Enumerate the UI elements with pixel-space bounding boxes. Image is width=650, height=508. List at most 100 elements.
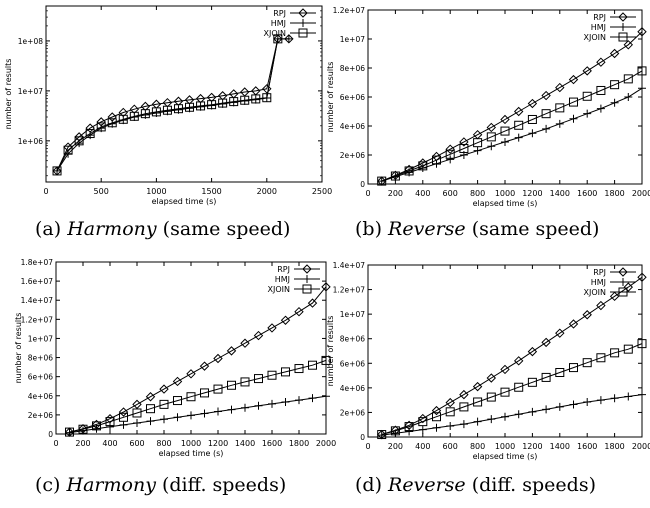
data-point [514, 133, 523, 142]
x-tick-label: 1000 [146, 187, 166, 196]
data-point [241, 403, 249, 412]
caption-b-detail: (same speed) [471, 218, 600, 240]
x-tick-label: 1200 [208, 439, 228, 448]
data-point [582, 310, 592, 320]
data-point [623, 282, 634, 292]
data-point [569, 363, 578, 373]
data-point [431, 405, 442, 416]
data-point [262, 93, 272, 103]
y-tick-label: 8e+06 [340, 64, 365, 73]
data-point [445, 149, 455, 159]
legend-label: XJOIN [584, 288, 606, 297]
series-line [381, 70, 643, 182]
x-tick-label: 800 [156, 439, 171, 448]
data-point [199, 361, 210, 371]
x-tick-label: 600 [443, 442, 458, 451]
data-point [541, 337, 551, 348]
data-point [214, 407, 222, 416]
x-axis-label: elapsed time (s) [152, 197, 217, 206]
y-tick-label: 8e+06 [340, 335, 365, 344]
x-tick-label: 1800 [604, 442, 624, 451]
x-tick-label: 1000 [495, 442, 515, 451]
y-tick-label: 0 [360, 180, 365, 189]
data-point [500, 126, 510, 136]
data-point [596, 104, 605, 113]
data-point [377, 431, 386, 440]
data-point [404, 166, 414, 176]
y-tick-label: 0 [48, 430, 53, 439]
data-point [160, 415, 168, 424]
data-point [513, 106, 524, 117]
data-point [267, 370, 277, 380]
x-tick-label: 400 [415, 442, 430, 451]
data-point [596, 300, 606, 311]
legend-marker [298, 28, 308, 38]
data-point [459, 137, 469, 147]
x-tick-label: 1400 [550, 189, 570, 198]
caption-d-detail: (diff. speeds) [471, 474, 596, 496]
data-point [473, 138, 483, 148]
legend-marker [302, 284, 312, 294]
data-point [162, 105, 172, 115]
data-point [486, 392, 496, 402]
data-point [555, 119, 564, 128]
y-tick-label: 1.2e+07 [21, 315, 54, 324]
y-tick-label: 1.6e+07 [21, 277, 54, 286]
data-point [281, 367, 290, 377]
data-point [637, 339, 647, 349]
data-point [281, 397, 290, 406]
y-tick-label: 1.4e+07 [333, 261, 366, 270]
data-point [445, 144, 455, 154]
data-point [500, 364, 510, 375]
data-point [514, 382, 524, 392]
data-point [119, 412, 128, 422]
caption-c-detail: (diff. speeds) [161, 474, 287, 496]
series-rpj [64, 282, 331, 437]
y-tick-label: 1e+07 [18, 87, 43, 96]
y-tick-label: 1.2e+07 [333, 286, 366, 295]
data-point [159, 384, 169, 394]
data-point [637, 27, 647, 37]
chart-2: 0 200 400 600 800 1000 1200 1400 1600 1800 2000 0 2e… [326, 6, 650, 208]
data-point [173, 96, 184, 106]
legend-label: XJOIN [264, 29, 286, 38]
data-point [172, 376, 183, 387]
y-tick-label: 1e+06 [18, 137, 43, 146]
data-point [459, 402, 469, 412]
data-point [213, 384, 223, 394]
data-point [187, 411, 195, 420]
data-point [418, 161, 428, 171]
data-point [207, 100, 217, 110]
data-point [240, 95, 250, 105]
data-point [96, 122, 106, 132]
data-point [322, 392, 330, 401]
y-axis-label: number of results [326, 62, 335, 133]
data-point [280, 315, 291, 325]
data-point [514, 410, 523, 419]
y-tick-label: 6e+06 [28, 373, 53, 382]
y-tick-label: 1.8e+07 [21, 258, 54, 267]
data-point [195, 93, 206, 104]
x-tick-label: 600 [443, 189, 458, 198]
chart-1: 0 500 1000 1500 2000 2500 1e+06 1e+07 1e+08 elaps… [4, 5, 332, 206]
data-point [273, 34, 283, 44]
data-point [527, 114, 537, 124]
data-point [500, 387, 510, 397]
data-point [213, 353, 223, 364]
y-tick-label: 0 [360, 433, 365, 442]
series-line [69, 286, 327, 433]
data-point [583, 397, 592, 406]
data-point [596, 396, 605, 405]
data-point [284, 34, 294, 44]
x-tick-label: 2000 [316, 439, 336, 448]
data-point [200, 409, 209, 418]
data-point [173, 396, 182, 406]
data-point [582, 358, 592, 368]
data-point [206, 92, 217, 103]
data-point [555, 82, 565, 93]
x-tick-label: 1800 [289, 439, 309, 448]
